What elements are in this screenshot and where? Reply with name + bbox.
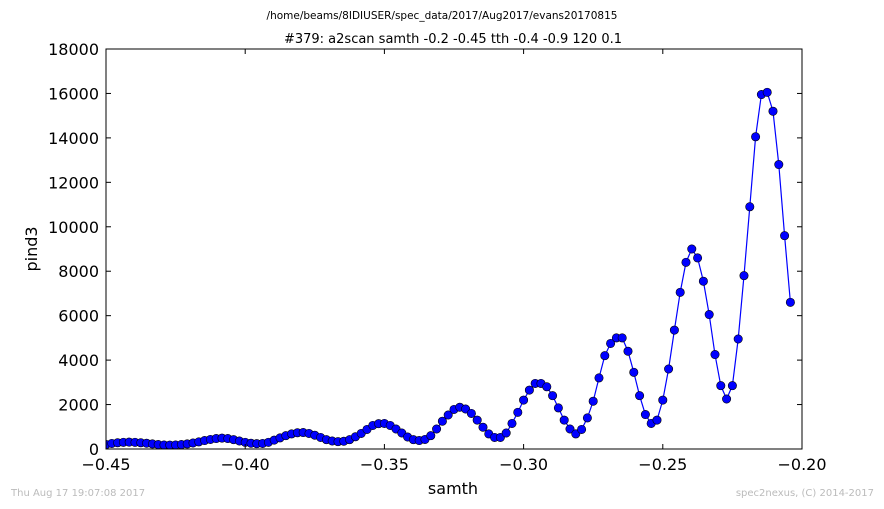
footer-credit: spec2nexus, (C) 2014-2017 — [735, 488, 874, 499]
series-line — [106, 91, 791, 446]
data-point — [762, 87, 772, 97]
footer-timestamp: Thu Aug 17 19:07:08 2017 — [11, 488, 146, 499]
data-point — [582, 413, 592, 423]
data-point — [629, 367, 639, 377]
data-point — [669, 325, 679, 335]
x-tick-label: −0.25 — [638, 455, 687, 474]
y-tick-label: 18000 — [48, 40, 99, 59]
plot-area — [106, 87, 795, 449]
x-axis: −0.45 −0.40 −0.35 −0.30 −0.25 −0.20 — [81, 49, 827, 474]
data-point — [426, 431, 436, 441]
data-point — [716, 381, 726, 391]
data-point — [664, 364, 674, 374]
chart-title: #379: a2scan samth -0.2 -0.45 tth -0.4 -… — [284, 32, 622, 47]
data-point — [588, 396, 598, 406]
data-point — [617, 333, 627, 343]
data-point — [774, 160, 784, 170]
axes-frame — [105, 48, 803, 450]
data-point — [507, 418, 517, 428]
data-point — [693, 253, 703, 263]
data-point — [687, 244, 697, 254]
data-point — [577, 424, 587, 434]
data-point — [542, 382, 552, 392]
x-axis-label: samth — [428, 479, 478, 498]
chart-suptitle: /home/beams/8IDIUSER/spec_data/2017/Aug2… — [267, 10, 618, 22]
data-point — [466, 408, 476, 418]
data-point — [606, 338, 616, 348]
data-point — [698, 276, 708, 286]
y-tick-label: 6000 — [58, 307, 99, 326]
data-point — [519, 395, 529, 405]
x-tick-label: −0.20 — [777, 455, 826, 474]
data-point — [722, 394, 732, 404]
data-point — [548, 391, 558, 401]
data-point — [785, 297, 795, 307]
y-tick-label: 10000 — [48, 218, 99, 237]
data-point — [658, 395, 668, 405]
data-point — [640, 410, 650, 420]
data-point — [751, 132, 761, 142]
data-point — [704, 310, 714, 320]
data-point — [780, 231, 790, 241]
x-tick-label: −0.45 — [81, 455, 130, 474]
data-point — [600, 351, 610, 361]
data-point — [745, 202, 755, 212]
x-tick-label: −0.30 — [499, 455, 548, 474]
data-point — [553, 403, 563, 413]
data-point — [652, 415, 662, 425]
series-group — [106, 87, 795, 449]
data-point — [681, 257, 691, 267]
data-point — [675, 287, 685, 297]
data-point — [443, 410, 453, 420]
data-point — [437, 416, 447, 426]
data-point — [594, 373, 604, 383]
data-point — [739, 271, 749, 281]
y-tick-label: 8000 — [58, 262, 99, 281]
y-tick-label: 0 — [89, 440, 99, 459]
data-point — [768, 106, 778, 116]
y-axis: 0 2000 4000 6000 8000 10000 12000 14000 16000 180… — [48, 40, 802, 459]
data-point — [559, 415, 569, 425]
data-point — [710, 350, 720, 360]
y-tick-label: 4000 — [58, 351, 99, 370]
x-tick-label: −0.40 — [221, 455, 270, 474]
data-point — [635, 391, 645, 401]
data-point — [513, 407, 523, 417]
x-tick-label: −0.35 — [360, 455, 409, 474]
data-point — [501, 428, 511, 438]
data-point — [623, 346, 633, 356]
y-tick-label: 14000 — [48, 129, 99, 148]
data-point — [727, 381, 737, 391]
data-point — [565, 424, 575, 434]
data-point — [472, 415, 482, 425]
y-tick-label: 12000 — [48, 173, 99, 192]
data-point — [524, 385, 534, 395]
data-point — [478, 422, 488, 432]
data-point — [733, 334, 743, 344]
y-tick-label: 2000 — [58, 396, 99, 415]
y-tick-label: 16000 — [48, 84, 99, 103]
y-axis-label: pind3 — [22, 226, 41, 271]
data-point — [432, 424, 442, 434]
